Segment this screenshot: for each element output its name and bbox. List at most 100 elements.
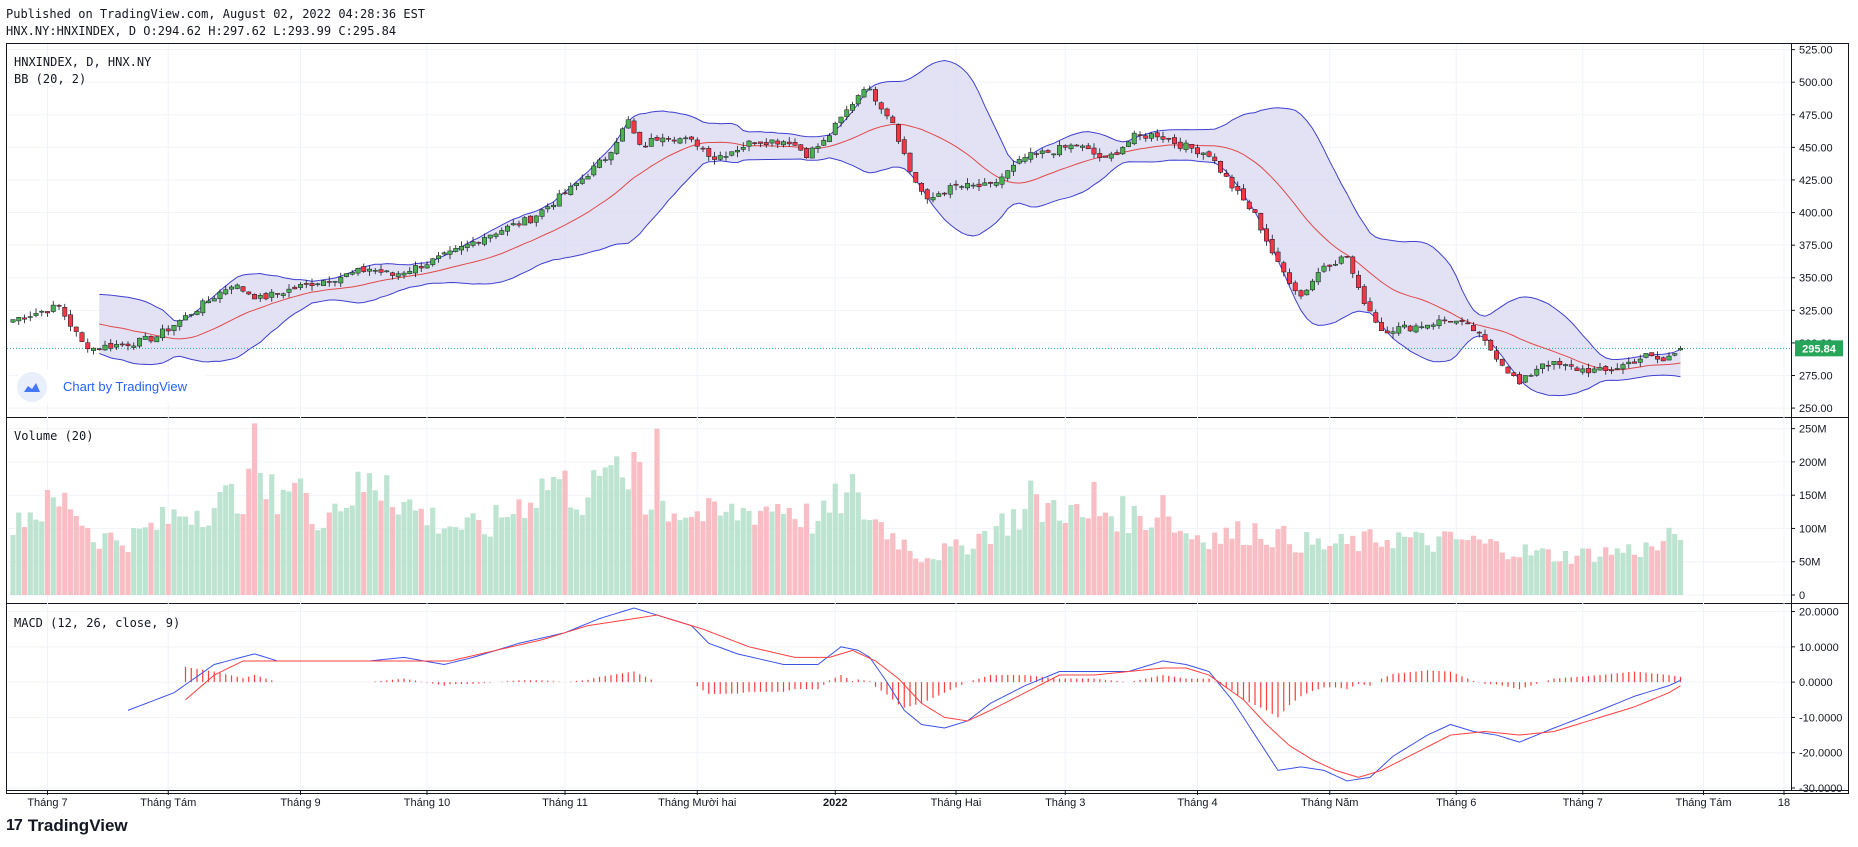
candle-body — [556, 193, 562, 207]
time-tick-label: Tháng Hai — [931, 797, 982, 809]
volume-bar — [464, 517, 470, 595]
volume-bar — [872, 519, 879, 595]
volume-bar — [1154, 517, 1160, 595]
volume-bar — [1315, 538, 1321, 595]
volume-bar — [545, 490, 551, 595]
volume-bar — [1361, 531, 1367, 595]
volume-bar — [1097, 516, 1103, 595]
candle-body — [292, 286, 298, 290]
candle-body — [1488, 339, 1494, 351]
candle-body — [137, 337, 142, 347]
volume-bar — [366, 473, 373, 595]
volume-bar — [355, 471, 361, 595]
candle-body — [1568, 364, 1574, 367]
volume-bar — [1649, 546, 1655, 595]
candle-body — [562, 192, 568, 194]
candle-body — [1172, 137, 1177, 144]
volume-bar — [1482, 543, 1488, 595]
candle-body — [384, 270, 390, 273]
candle-body — [367, 268, 372, 272]
volume-bar — [568, 507, 574, 595]
volume-bar — [1591, 562, 1597, 595]
candle-body — [999, 176, 1005, 185]
volume-bar — [1574, 555, 1580, 595]
candle-body — [947, 185, 953, 195]
volume-bar — [1585, 548, 1592, 595]
candle-body — [700, 147, 706, 150]
candle-body — [890, 116, 896, 124]
time-tick-label: Tháng Tám — [1675, 797, 1731, 809]
candle-body — [436, 255, 441, 259]
volume-bar — [1344, 543, 1350, 595]
volume-bar — [1419, 532, 1425, 595]
candle-body — [1258, 213, 1264, 231]
candle-body — [792, 142, 798, 146]
volume-bar — [349, 505, 355, 595]
volume-bar — [504, 517, 511, 595]
candle-body — [781, 141, 786, 146]
candle-body — [332, 281, 338, 283]
candle-body — [1574, 367, 1580, 371]
candle-body — [884, 108, 890, 117]
candle-body — [1108, 153, 1114, 159]
candle-body — [1085, 145, 1091, 150]
last-price-label-bg — [1795, 340, 1843, 357]
volume-bar — [1028, 480, 1034, 595]
volume-bar — [1631, 554, 1638, 595]
volume-bar — [1654, 550, 1661, 595]
volume-bar — [700, 521, 706, 595]
candle-body — [654, 137, 660, 141]
volume-bar — [1298, 552, 1304, 595]
volume-bar — [119, 545, 125, 595]
tradingview-logo[interactable]: 17 TradingView — [6, 816, 128, 836]
candle-body — [1637, 358, 1643, 363]
candle-body — [344, 273, 349, 277]
macd-tick-label: 0.0000 — [1799, 677, 1833, 689]
signal-line — [185, 614, 1681, 778]
candle-body — [413, 265, 418, 274]
volume-bar — [1396, 532, 1402, 595]
candle-body — [1666, 355, 1672, 361]
volume-bar — [1568, 563, 1574, 595]
published-line: Published on TradingView.com, August 02,… — [6, 7, 426, 21]
volume-bar — [1545, 549, 1551, 595]
time-tick-label: Tháng Tám — [140, 797, 196, 809]
volume-bar — [608, 465, 614, 595]
volume-bar — [56, 506, 62, 595]
volume-bar — [1148, 527, 1155, 595]
volume-bar — [1666, 527, 1672, 595]
volume-bar — [1235, 521, 1241, 595]
volume-bar — [217, 492, 223, 595]
candle-body — [315, 283, 321, 286]
candle-body — [1333, 263, 1338, 266]
tradingview-watermark[interactable]: Chart by TradingView — [14, 370, 210, 403]
tradingview-cloud-icon — [17, 371, 47, 402]
candle-body — [832, 122, 838, 135]
candle-body — [1338, 256, 1344, 264]
candle-body — [1471, 325, 1476, 332]
candle-body — [930, 197, 936, 201]
volume-bar — [240, 514, 246, 595]
candle-body — [1028, 152, 1034, 160]
candle-body — [401, 272, 407, 276]
volume-bar — [855, 492, 861, 595]
tradingview-logo-icon: 17 — [6, 817, 23, 834]
candle-body — [608, 152, 614, 161]
volume-bar — [1189, 539, 1195, 595]
volume-bar — [315, 530, 321, 595]
volume-bar — [125, 552, 131, 595]
candle-body — [683, 137, 689, 140]
volume-bar — [320, 527, 327, 595]
candle-body — [953, 183, 959, 186]
candle-body — [1563, 364, 1568, 367]
volume-bar — [654, 428, 660, 595]
candle-body — [217, 291, 223, 299]
volume-bar — [1016, 529, 1022, 595]
candle-body — [976, 183, 982, 188]
candle-body — [855, 95, 861, 105]
volume-bar — [510, 513, 516, 595]
volume-bar — [401, 502, 407, 595]
candle-body — [114, 344, 119, 348]
volume-bar — [453, 527, 459, 595]
